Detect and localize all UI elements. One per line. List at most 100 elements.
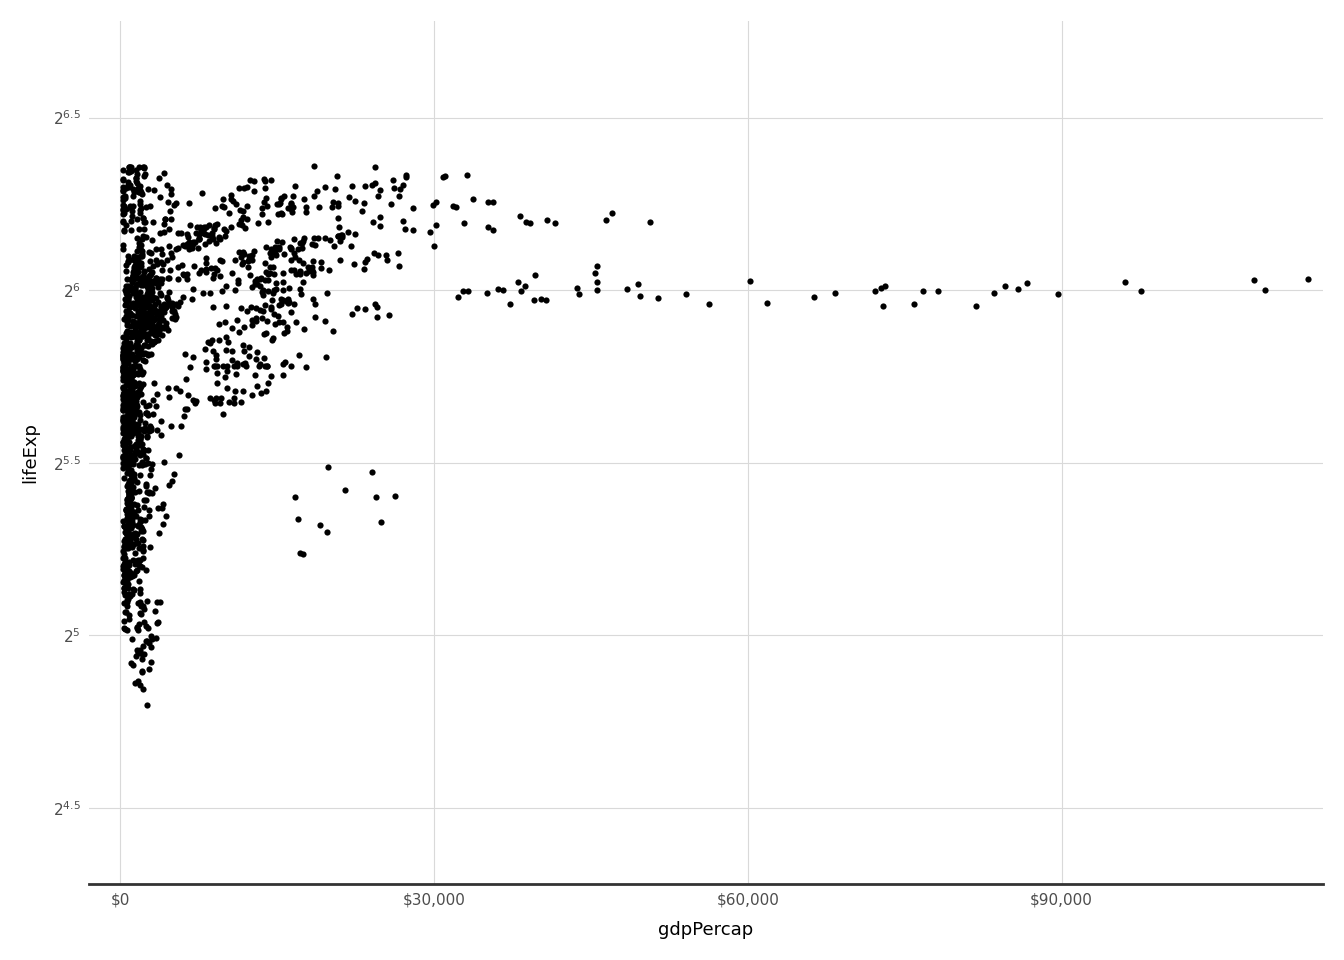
Point	[233, 337, 254, 352]
Point	[117, 324, 138, 340]
Point	[126, 349, 148, 365]
Point	[265, 246, 286, 261]
Point	[116, 354, 137, 370]
Point	[124, 404, 145, 420]
Point	[129, 594, 151, 610]
Point	[113, 199, 134, 214]
Point	[251, 201, 273, 216]
Point	[250, 385, 271, 400]
Point	[128, 348, 149, 364]
Point	[285, 266, 306, 281]
Point	[118, 319, 140, 334]
Point	[128, 417, 149, 432]
Point	[113, 409, 134, 424]
Point	[129, 260, 151, 276]
Point	[116, 349, 137, 365]
Point	[114, 389, 136, 404]
Point	[129, 222, 151, 237]
Point	[965, 298, 986, 313]
Point	[113, 514, 134, 529]
Point	[120, 350, 141, 366]
Point	[353, 195, 375, 210]
Point	[130, 646, 152, 661]
Point	[215, 278, 237, 294]
Point	[254, 180, 276, 195]
Point	[262, 260, 284, 276]
Point	[118, 376, 140, 392]
Point	[116, 317, 137, 332]
Point	[118, 488, 140, 503]
Point	[128, 422, 149, 438]
Point	[210, 390, 231, 405]
Point	[114, 554, 136, 569]
Point	[280, 202, 301, 217]
Point	[262, 332, 284, 348]
Point	[125, 396, 146, 412]
Point	[116, 503, 137, 518]
Point	[138, 199, 160, 214]
Point	[124, 424, 145, 440]
Point	[477, 220, 499, 235]
Point	[125, 545, 146, 561]
Point	[136, 634, 157, 649]
Point	[113, 386, 134, 401]
Point	[112, 461, 133, 476]
Point	[508, 275, 530, 290]
Point	[228, 324, 250, 340]
Point	[231, 395, 253, 410]
Point	[156, 178, 177, 193]
Point	[122, 414, 144, 429]
Point	[112, 448, 133, 464]
Point	[114, 363, 136, 378]
Point	[144, 312, 165, 327]
Point	[493, 282, 515, 298]
Point	[289, 265, 310, 280]
Point	[122, 450, 144, 466]
Point	[136, 329, 157, 345]
Point	[382, 173, 403, 188]
Point	[138, 268, 160, 283]
Point	[395, 222, 417, 237]
Point	[129, 407, 151, 422]
Point	[112, 397, 133, 413]
Point	[124, 470, 145, 486]
Point	[125, 378, 146, 394]
Point	[113, 362, 134, 377]
Point	[306, 230, 328, 246]
Point	[425, 218, 446, 233]
Point	[120, 403, 141, 419]
Point	[165, 297, 187, 312]
Point	[141, 631, 163, 646]
Point	[149, 272, 171, 287]
Point	[370, 218, 391, 233]
Point	[273, 188, 294, 204]
Point	[126, 333, 148, 348]
Point	[267, 298, 289, 313]
Point	[117, 492, 138, 508]
Point	[164, 466, 185, 481]
Point	[271, 234, 293, 250]
Point	[122, 396, 144, 411]
Point	[138, 283, 160, 299]
Point	[120, 462, 141, 477]
Point	[136, 618, 157, 634]
Point	[140, 539, 161, 554]
Point	[524, 268, 546, 283]
Point	[628, 276, 649, 292]
Point	[117, 483, 138, 498]
Point	[270, 297, 292, 312]
Point	[114, 563, 136, 578]
Point	[364, 159, 386, 175]
Point	[136, 492, 157, 508]
Point	[216, 358, 238, 373]
Point	[870, 280, 891, 296]
Point	[128, 314, 149, 329]
Point	[114, 264, 136, 279]
Point	[121, 208, 142, 224]
Point	[116, 521, 137, 537]
Point	[223, 396, 245, 411]
Point	[124, 353, 145, 369]
Point	[148, 295, 169, 310]
Point	[122, 526, 144, 541]
Point	[242, 247, 263, 262]
